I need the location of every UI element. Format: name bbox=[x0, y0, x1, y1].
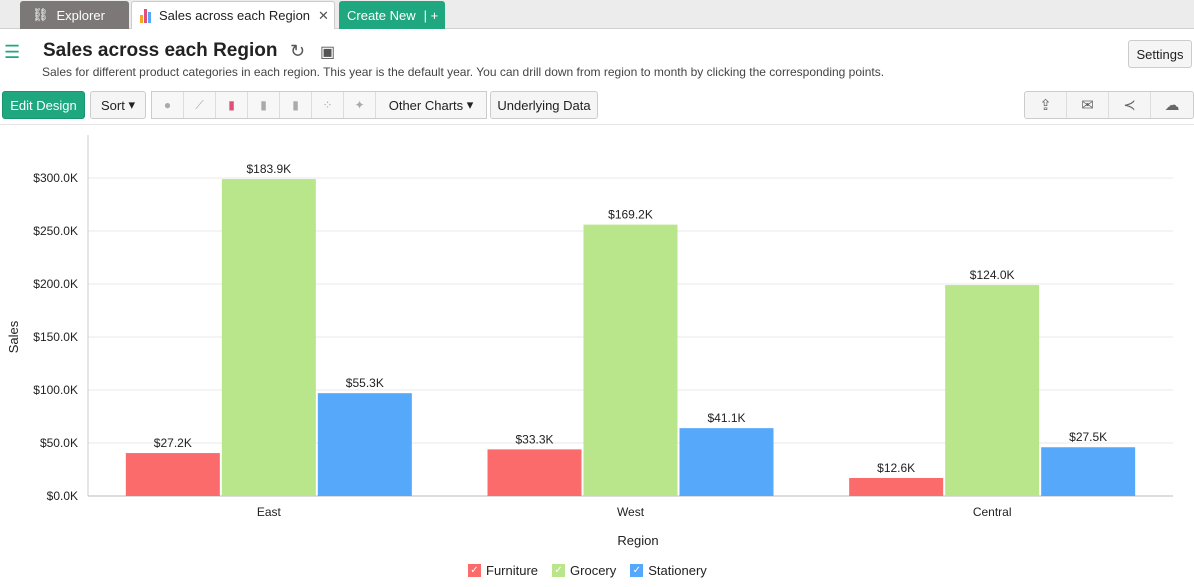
bar-chart: $0.0K $50.0K $100.0K $150.0K $200.0K $250.0K $… bbox=[6, 135, 1173, 548]
y-tick-label: $0.0K bbox=[47, 489, 78, 503]
legend-item-grocery[interactable]: ✓ Grocery bbox=[552, 563, 616, 578]
checkbox-icon[interactable]: ✓ bbox=[552, 564, 566, 577]
tab-sales-region[interactable]: Sales across each Region ✕ bbox=[131, 1, 335, 29]
underlying-data-button[interactable]: Underlying Data bbox=[490, 91, 598, 119]
menu-add-icon[interactable]: ☰ bbox=[4, 42, 21, 62]
x-tick-label: East bbox=[257, 505, 282, 519]
divider bbox=[0, 124, 1194, 125]
other-charts-button[interactable]: Other Charts ▾ bbox=[388, 97, 474, 113]
bar-grocery[interactable] bbox=[583, 224, 678, 496]
legend: ✓ Furniture ✓ Grocery ✓ Stationery bbox=[468, 563, 707, 578]
y-tick-label: $50.0K bbox=[40, 436, 78, 450]
bar-chart-icon[interactable]: ▮ bbox=[216, 92, 248, 118]
bar-furniture[interactable] bbox=[487, 449, 582, 496]
checkbox-icon[interactable]: ✓ bbox=[468, 564, 481, 577]
pie-chart-icon[interactable]: ● bbox=[152, 92, 184, 118]
data-label: $55.3K bbox=[346, 376, 384, 390]
legend-label: Grocery bbox=[570, 563, 617, 578]
email-icon[interactable]: ✉ bbox=[1067, 92, 1109, 118]
combo-chart-icon[interactable]: ▮ bbox=[280, 92, 312, 118]
line-chart-icon[interactable]: ⟋ bbox=[184, 92, 216, 118]
y-tick-label: $200.0K bbox=[33, 277, 78, 291]
close-icon[interactable]: ✕ bbox=[318, 7, 329, 23]
data-label: $183.9K bbox=[246, 162, 291, 176]
export-icon[interactable]: ⇪ bbox=[1025, 92, 1067, 118]
y-axis-title: Sales bbox=[6, 320, 21, 353]
legend-item-stationery[interactable]: ✓ Stationery bbox=[630, 563, 707, 578]
edit-design-button[interactable]: Edit Design bbox=[2, 91, 85, 119]
settings-button[interactable]: Settings bbox=[1128, 40, 1192, 68]
legend-label: Stationery bbox=[648, 563, 707, 578]
x-tick-label: West bbox=[617, 505, 645, 519]
legend-item-furniture[interactable]: ✓ Furniture bbox=[468, 563, 538, 578]
map-icon[interactable]: ✦ bbox=[344, 92, 376, 118]
checkbox-icon[interactable]: ✓ bbox=[630, 564, 644, 577]
share-icon[interactable]: ≺ bbox=[1109, 92, 1151, 118]
explorer-icon: ⛓ bbox=[32, 7, 49, 22]
y-tick-label: $150.0K bbox=[33, 330, 78, 344]
tab-bar: ⛓ Explorer Sales across each Region ✕ Crea… bbox=[0, 0, 1194, 29]
y-tick-label: $300.0K bbox=[33, 171, 78, 185]
bar-furniture[interactable] bbox=[125, 453, 220, 496]
stacked-bar-icon[interactable]: ▮ bbox=[248, 92, 280, 118]
refresh-icon[interactable]: ↻ bbox=[290, 41, 306, 61]
x-axis-title: Region bbox=[617, 533, 658, 548]
page-title: Sales across each Region bbox=[43, 40, 278, 61]
x-tick-label: Central bbox=[973, 505, 1012, 519]
data-label: $12.6K bbox=[877, 461, 915, 475]
bar-stationery[interactable] bbox=[679, 428, 774, 496]
data-label: $124.0K bbox=[970, 268, 1015, 282]
data-label: $33.3K bbox=[515, 432, 553, 446]
bar-grocery[interactable] bbox=[221, 179, 316, 496]
y-tick-label: $250.0K bbox=[33, 224, 78, 238]
scatter-icon[interactable]: ⁘ bbox=[312, 92, 344, 118]
y-tick-label: $100.0K bbox=[33, 383, 78, 397]
plus-icon: | + bbox=[423, 7, 439, 23]
page-description: Sales for different product categories i… bbox=[42, 65, 885, 79]
bar-stationery[interactable] bbox=[1041, 447, 1136, 496]
save-icon[interactable]: ▣ bbox=[320, 44, 336, 61]
tab-explorer[interactable]: ⛓ Explorer bbox=[20, 1, 129, 29]
bar-chart-icon bbox=[140, 8, 151, 23]
data-label: $169.2K bbox=[608, 208, 653, 222]
legend-label: Furniture bbox=[486, 563, 539, 578]
cloud-upload-icon[interactable]: ☁ bbox=[1164, 97, 1180, 114]
action-group: ⇪ ✉ ≺ ☁ bbox=[1024, 91, 1194, 119]
chart-type-group: ● ⟋ ▮ ▮ ▮ ⁘ ✦ Other Charts ▾ bbox=[151, 91, 487, 119]
bar-grocery[interactable] bbox=[945, 285, 1040, 496]
bar-stationery[interactable] bbox=[317, 393, 412, 496]
data-label: $27.2K bbox=[154, 436, 192, 450]
bar-furniture[interactable] bbox=[849, 477, 944, 496]
create-new-button[interactable]: Create New | + bbox=[339, 1, 445, 29]
data-label: $27.5K bbox=[1069, 430, 1107, 444]
data-label: $41.1K bbox=[707, 411, 745, 425]
sort-button[interactable]: Sort ▾ bbox=[90, 91, 146, 119]
